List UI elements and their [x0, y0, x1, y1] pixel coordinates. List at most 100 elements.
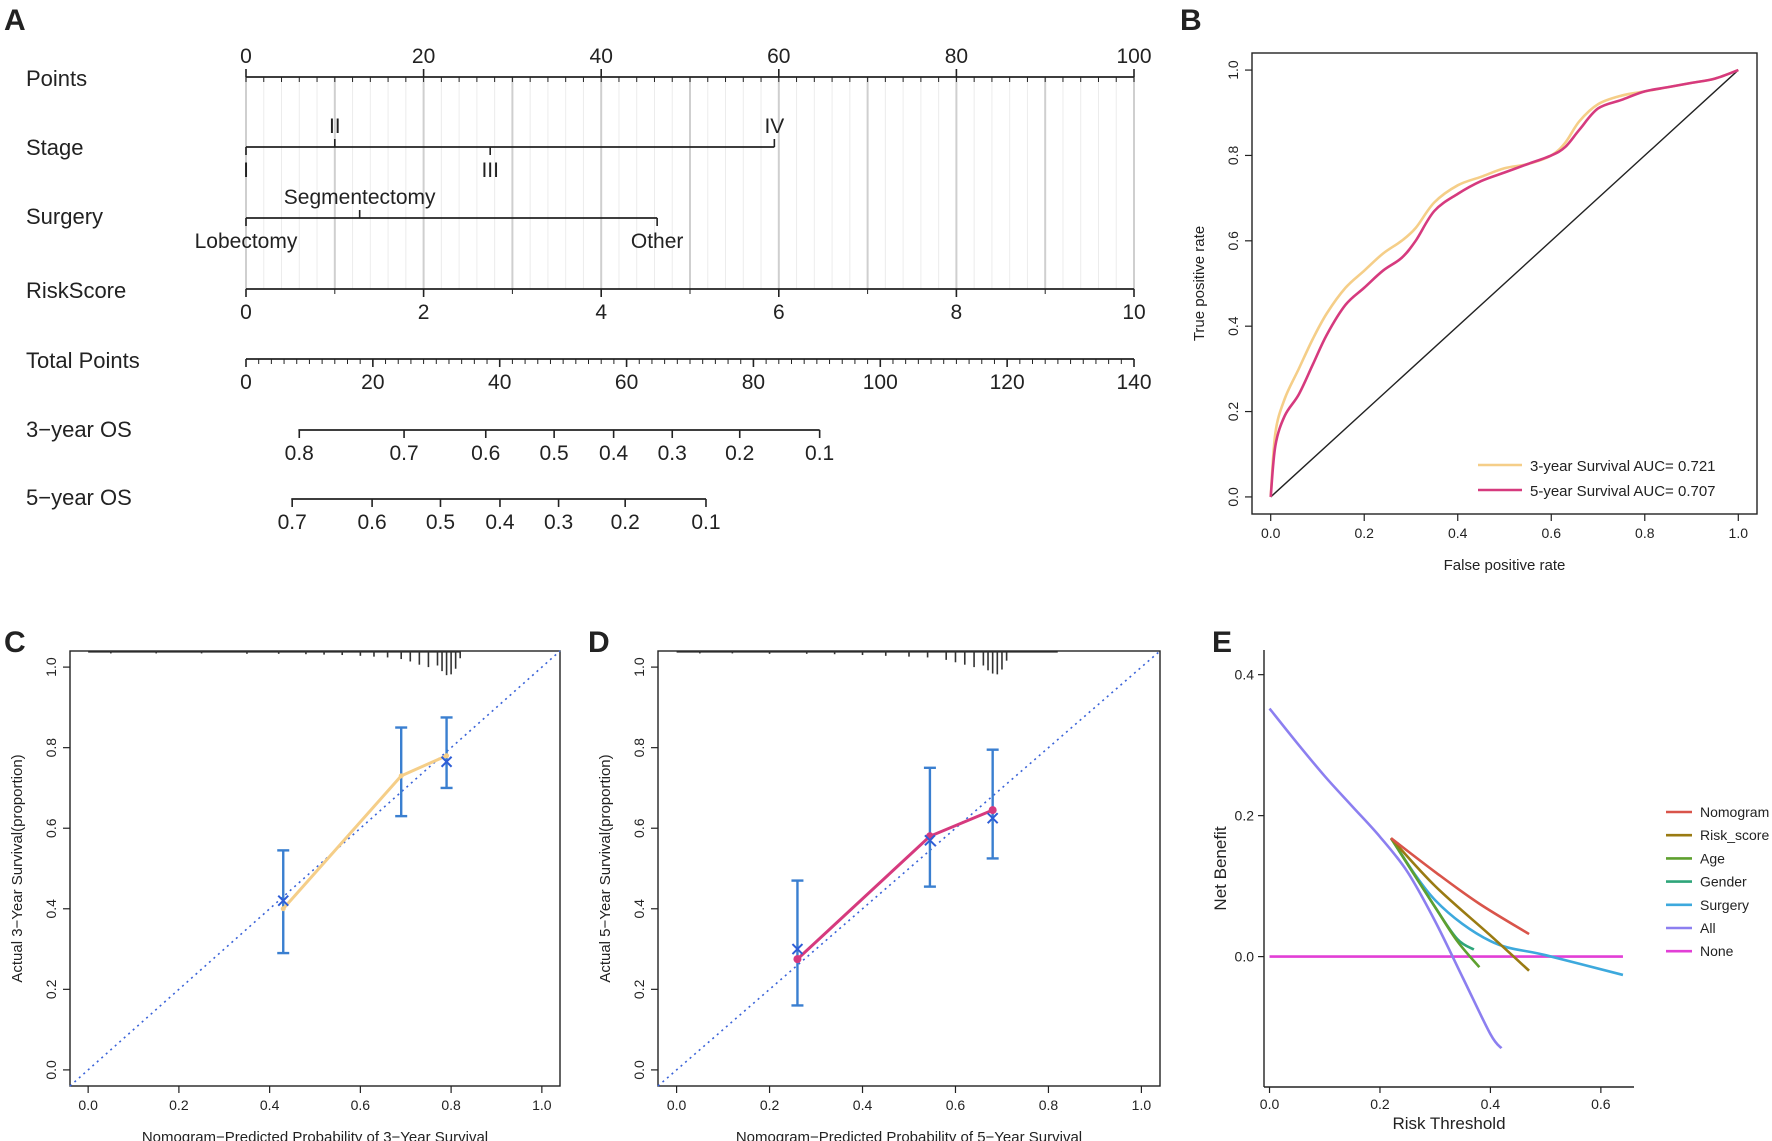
bias-corrected-marker [924, 834, 936, 847]
x-tick-label: 0.0 [667, 1097, 687, 1113]
panel-label-d: D [588, 626, 610, 659]
nomogram-tick-label: 0.6 [357, 511, 386, 534]
y-tick-label: 0.2 [43, 979, 59, 999]
panel-c: C 0.0 0.2 0.4 0.6 0.8 1.0 0.0 0.2 0.4 0.6 0.8 1.0 No… [4, 626, 561, 1141]
nomogram-tick-label: 0.1 [805, 442, 834, 465]
nomogram-tick-label: 60 [615, 371, 638, 394]
y-tick-label: 0.4 [1235, 667, 1255, 683]
ideal-reference-line [657, 650, 1161, 1087]
nomogram-row-name: Stage [26, 135, 84, 160]
y-tick-label: 0.8 [631, 738, 647, 758]
x-tick-label: 0.2 [1370, 1096, 1390, 1112]
x-tick-label: 0.4 [1448, 525, 1468, 541]
x-tick-label: 0.0 [78, 1097, 98, 1113]
y-tick-label: 0.2 [1235, 808, 1255, 824]
x-tick-label: 0.4 [853, 1097, 873, 1113]
nomogram-tick-label: Segmentectomy [284, 186, 436, 209]
nomogram-tick-label: 20 [412, 45, 435, 68]
nomogram-tick-label: 0.1 [691, 511, 720, 534]
y-tick-label: 0.8 [1225, 146, 1241, 166]
reference-diagonal [1270, 69, 1739, 498]
y-axis-label: Actual 5−Year Survival(proportion) [597, 754, 614, 982]
observed-point [398, 773, 404, 779]
y-tick-label: 0.4 [1225, 316, 1241, 336]
nomogram-tick-label: 0.4 [485, 511, 515, 534]
x-axis-label: Nomogram−Predicted Probability of 5−Year… [736, 1129, 1082, 1141]
x-tick-label: 0.6 [351, 1097, 371, 1113]
nomogram-tick-label: 80 [742, 371, 765, 394]
nomogram-tick-label: Other [631, 230, 684, 253]
observed-point [280, 906, 286, 912]
x-tick-label: 0.6 [1542, 525, 1562, 541]
nomogram-tick-label: III [481, 159, 499, 182]
curve-risk-score [1390, 837, 1530, 972]
nomogram-tick-label: 8 [951, 301, 963, 324]
y-axis-label: Actual 3−Year Survival(proportion) [9, 754, 26, 982]
nomogram-tick-label: 100 [1116, 45, 1151, 68]
curve-surgery [1389, 837, 1624, 977]
x-axis-label: False positive rate [1444, 557, 1566, 574]
bias-corrected-marker [440, 756, 453, 768]
x-tick-label: 0.6 [946, 1097, 966, 1113]
nomogram-tick-label: 0.3 [658, 442, 687, 465]
x-tick-label: 1.0 [1729, 525, 1749, 541]
decision-curve-chart: 0.0 0.2 0.4 0.6 0.0 0.2 0.4 Risk Threshold Net B… [1211, 650, 1769, 1133]
nomogram-tick-label: 0.5 [426, 511, 455, 534]
x-tick-label: 0.8 [1635, 525, 1655, 541]
x-tick-label: 0.4 [1481, 1096, 1501, 1112]
x-tick-label: 0.2 [760, 1097, 780, 1113]
nomogram-tick-label: 20 [361, 371, 384, 394]
nomogram-row-name: Points [26, 66, 87, 91]
nomogram-tick-label: 10 [1122, 301, 1145, 324]
nomogram-tick-label: II [329, 115, 341, 138]
observed-point [988, 806, 997, 815]
y-tick-label: 0.8 [43, 738, 59, 758]
roc-curve-5-year [1269, 68, 1739, 498]
legend-label: All [1700, 920, 1716, 936]
panel-d: D 0.0 0.2 0.4 0.6 0.8 1.0 0.0 0.2 0.4 0.6 0.8 1.0 No… [588, 626, 1161, 1141]
nomogram-tick-label: 0.4 [599, 442, 629, 465]
y-tick-label: 0.0 [1235, 949, 1255, 965]
nomogram-tick-label: 40 [590, 45, 613, 68]
calibration-chart-5-year: 0.0 0.2 0.4 0.6 0.8 1.0 0.0 0.2 0.4 0.6 0.8 1.0 Nomo… [597, 650, 1161, 1141]
nomogram-row-name: 3−year OS [26, 417, 132, 442]
x-tick-label: 1.0 [532, 1097, 552, 1113]
roc-chart: 0.0 0.2 0.4 0.6 0.8 1.0 0.0 0.2 0.4 0.6 0.8 1.0 Fals… [1191, 52, 1758, 574]
y-tick-label: 0.2 [1225, 402, 1241, 422]
x-tick-label: 0.8 [1039, 1097, 1059, 1113]
x-tick-label: 0.4 [260, 1097, 280, 1113]
y-tick-label: 0.2 [631, 979, 647, 999]
y-tick-label: 0.6 [1225, 231, 1241, 251]
x-tick-label: 0.6 [1591, 1096, 1611, 1112]
nomogram-tick-label: IV [764, 115, 784, 138]
x-tick-label: 1.0 [1132, 1097, 1152, 1113]
panel-b: B 0.0 0.2 0.4 0.6 0.8 1.0 0.0 0.2 0.4 0.6 0.8 1.0 Fa… [1180, 4, 1758, 574]
nomogram-tick-label: 80 [945, 45, 968, 68]
y-tick-label: 0.4 [43, 899, 59, 919]
nomogram-tick-label: 0 [240, 371, 252, 394]
calibration-chart-3-year: 0.0 0.2 0.4 0.6 0.8 1.0 0.0 0.2 0.4 0.6 0.8 1.0 Nomo… [9, 650, 561, 1141]
legend-label: Risk_score [1700, 827, 1769, 843]
nomogram-row-name: 5−year OS [26, 485, 132, 510]
panel-label-a: A [4, 4, 26, 37]
legend-label: Surgery [1700, 897, 1749, 913]
bias-corrected-marker [277, 895, 289, 907]
y-tick-label: 0.4 [631, 899, 647, 919]
legend-label: Gender [1700, 874, 1747, 890]
nomogram-tick-label: Lobectomy [195, 230, 298, 253]
nomogram-tick-label: 0 [240, 301, 252, 324]
observed-point [444, 753, 450, 759]
calibration-line [796, 808, 994, 961]
observed-point [793, 955, 802, 964]
x-tick-label: 0.2 [1354, 525, 1374, 541]
calibration-line [282, 754, 448, 910]
curve-nomogram [1390, 837, 1530, 936]
panel-label-c: C [4, 626, 26, 659]
bias-corrected-marker [791, 943, 804, 955]
nomogram-tick-label: 0.3 [544, 511, 573, 534]
nomogram-tick-label: I [243, 159, 249, 182]
nomogram-tick-label: 120 [990, 371, 1025, 394]
x-tick-label: 0.2 [169, 1097, 189, 1113]
